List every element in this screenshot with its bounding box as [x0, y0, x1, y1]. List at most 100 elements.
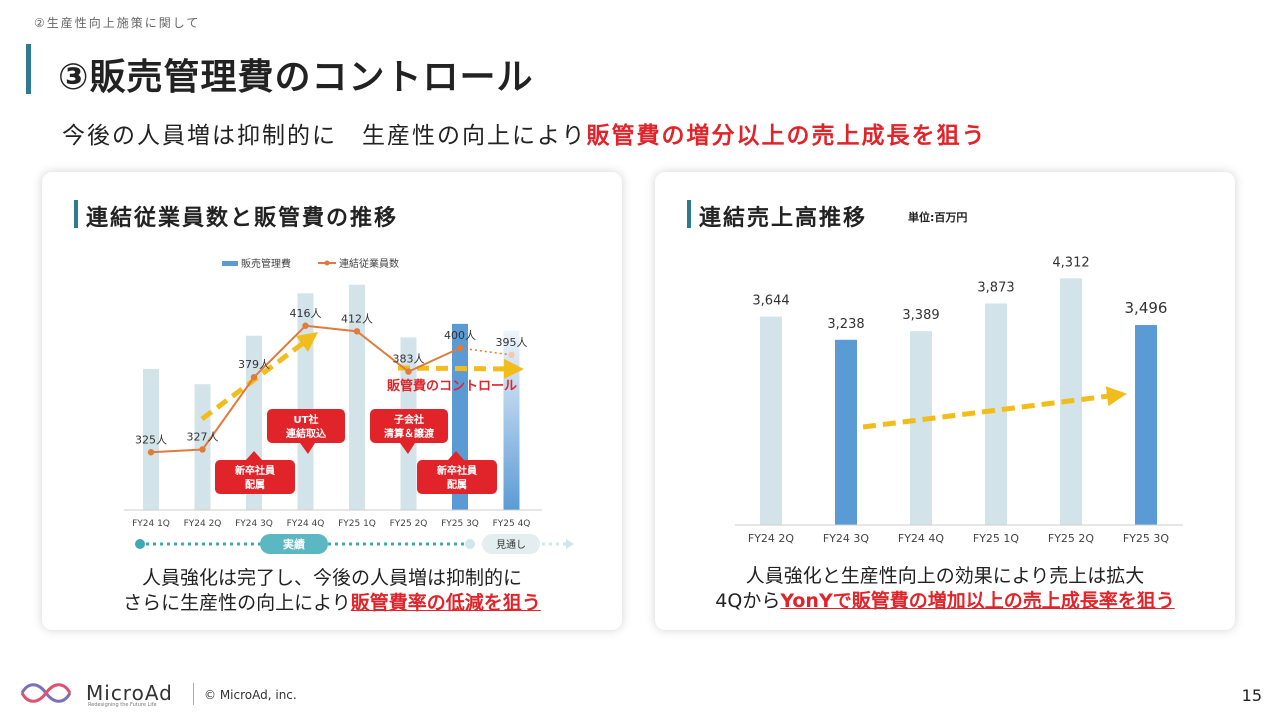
sga-bar: [349, 284, 365, 510]
revenue-bar: [910, 331, 932, 525]
revenue-bar: [835, 339, 857, 525]
left-caption-normal: さらに生産性の向上により: [123, 592, 351, 614]
callout-shinsotsu1-line2: 配属: [245, 479, 265, 491]
right-caption-line2: 4QからYonYで販管費の増加以上の売上成長率を狙う: [655, 589, 1235, 614]
employee-point: [147, 449, 155, 456]
employee-point: [250, 373, 258, 381]
timeline-mid-dot: [465, 539, 475, 549]
employee-label: 395人: [496, 336, 528, 349]
timeline-arrowhead: [566, 539, 574, 549]
employee-label: 416人: [290, 307, 322, 320]
microad-logo-icon: [20, 683, 72, 703]
unit-label: 単位:百万円: [908, 211, 968, 224]
lead-normal: 今後の人員増は抑制的に 生産性の向上により: [62, 123, 587, 149]
revenue-card: 連結売上高推移 単位:百万円 3,644 3,238 3,389 3,873 4,312…: [655, 172, 1235, 630]
x-tick-label: FY24 1Q: [132, 519, 170, 529]
footer-brand: MicroAd: [86, 681, 173, 705]
x-tick-labels: FY24 2Q FY24 3Q FY24 4Q FY25 1Q FY25 2Q FY25 …: [748, 532, 1170, 545]
lead-highlight: 販管費の増分以上の売上成長を狙う: [586, 123, 987, 149]
revenue-bar: [760, 316, 782, 525]
card-title-accent: [687, 200, 691, 228]
left-caption-highlight: 販管費率の低減を狙う: [350, 592, 541, 614]
revenue-value-label: 4,312: [1052, 255, 1089, 270]
revenue-value-label: 3,496: [1125, 299, 1168, 317]
revenue-value-label: 3,873: [977, 280, 1014, 295]
employee-line: 325人 327人 379人 416人 412人 383人 400人 395人: [135, 307, 528, 456]
page-number: 15: [1241, 686, 1262, 705]
footer-tagline: Redesigning the Future Life: [88, 702, 157, 708]
lead-text: 今後の人員増は抑制的に 生産性の向上により販管費の増分以上の売上成長を狙う: [62, 116, 987, 150]
employee-label: 327人: [187, 430, 219, 443]
callout-kogaisha-line1: 子会社: [394, 413, 424, 426]
x-tick-label: FY24 4Q: [287, 519, 325, 529]
x-tick-label: FY24 3Q: [235, 519, 273, 529]
x-tick-label: FY25 3Q: [1123, 532, 1170, 545]
x-tick-label: FY25 2Q: [1048, 532, 1095, 545]
left-caption-line2: さらに生産性の向上により販管費率の低減を狙う: [42, 591, 622, 616]
employee-point: [456, 344, 464, 352]
footer-separator: [193, 683, 194, 705]
employee-label: 400人: [444, 329, 476, 342]
card-title: 連結売上高推移: [699, 206, 868, 231]
employees-sga-chart: 販売管理費 連結従業員数 FY24 1Q FY24 2Q FY24 3Q FY24 4…: [124, 257, 574, 554]
revenue-value-label: 3,389: [902, 308, 939, 323]
title-accent-bar: [26, 44, 31, 94]
employee-label: 383人: [393, 353, 425, 366]
employee-label: 325人: [135, 433, 167, 446]
revenue-bar: [985, 303, 1007, 525]
callout-shinsotsu-1: 新卒社員 配属: [215, 451, 295, 494]
x-tick-label: FY25 2Q: [390, 519, 428, 529]
timeline-forecast-pill: [482, 534, 540, 554]
control-label: 販管費のコントロール: [387, 378, 517, 394]
callout-kogaisha: 子会社 清算＆譲渡: [370, 409, 448, 454]
timeline-actual-label: 実績: [283, 537, 305, 551]
x-tick-label: FY25 4Q: [493, 519, 531, 529]
x-tick-label: FY25 1Q: [338, 519, 376, 529]
employee-point: [353, 328, 361, 335]
callout-kogaisha-line2: 清算＆譲渡: [384, 427, 435, 440]
callout-ut-line2: 連結取込: [286, 427, 326, 440]
copyright: © MicroAd, inc.: [204, 688, 297, 702]
employee-point: [405, 368, 412, 375]
timeline: 実績 見通し: [135, 534, 574, 554]
breadcrumb: ②生産性向上施策に関して: [34, 16, 201, 30]
employee-point: [508, 351, 515, 359]
x-tick-label: FY25 3Q: [441, 519, 479, 529]
timeline-forecast-label: 見通し: [496, 539, 526, 551]
page-title: ③販売管理費のコントロール: [58, 57, 534, 98]
employees-sga-card: 連結従業員数と販管費の推移 販売管理費 連結従業員数 FY24 1Q FY24 2…: [42, 172, 622, 630]
card-title-accent: [74, 200, 78, 228]
legend-line-label: 連結従業員数: [339, 257, 399, 270]
callout-shinsotsu-2: 新卒社員 配属: [417, 451, 497, 494]
left-caption: 人員強化は完了し、今後の人員増は抑制的に さらに生産性の向上により販管費率の低減…: [42, 566, 622, 616]
x-tick-label: FY24 4Q: [898, 532, 945, 545]
employee-point: [199, 446, 206, 453]
legend-line-marker: [324, 260, 330, 266]
employee-line-forecast: [459, 347, 512, 356]
revenue-value-label: 3,238: [827, 317, 864, 332]
right-caption-line1: 人員強化と生産性向上の効果により売上は拡大: [745, 565, 1145, 587]
sga-bar: [143, 368, 159, 510]
legend-bar-label: 販売管理費: [241, 257, 291, 270]
callout-shinsotsu1-line1: 新卒社員: [235, 464, 275, 477]
revenue-bar: [1135, 325, 1157, 525]
legend-bar-swatch: [222, 261, 238, 266]
growth-arrow: [862, 386, 1127, 430]
callout-shinsotsu2-line1: 新卒社員: [437, 464, 477, 477]
revenue-value-label: 3,644: [752, 294, 789, 309]
callout-ut-line1: UT社: [294, 413, 319, 426]
right-caption-highlight: YonYで販管費の増加以上の売上成長率を狙う: [780, 590, 1175, 612]
left-caption-line1: 人員強化は完了し、今後の人員増は抑制的に: [141, 567, 522, 589]
employee-point: [302, 322, 309, 329]
callout-shinsotsu2-line2: 配属: [447, 479, 467, 491]
callout-ut: UT社 連結取込: [267, 409, 345, 454]
timeline-actual-pill: [260, 534, 328, 554]
revenue-bars: 3,644 3,238 3,389 3,873 4,312 3,496: [752, 255, 1167, 525]
x-tick-label: FY24 2Q: [748, 532, 795, 545]
x-tick-labels: FY24 1Q FY24 2Q FY24 3Q FY24 4Q FY25 1Q FY25 …: [132, 519, 530, 529]
right-caption-normal: 4Qから: [715, 590, 781, 612]
employee-label: 379人: [238, 358, 270, 371]
right-caption: 人員強化と生産性向上の効果により売上は拡大 4QからYonYで販管費の増加以上の…: [655, 564, 1235, 614]
x-tick-label: FY25 1Q: [973, 532, 1020, 545]
card-title: 連結従業員数と販管費の推移: [86, 206, 399, 231]
